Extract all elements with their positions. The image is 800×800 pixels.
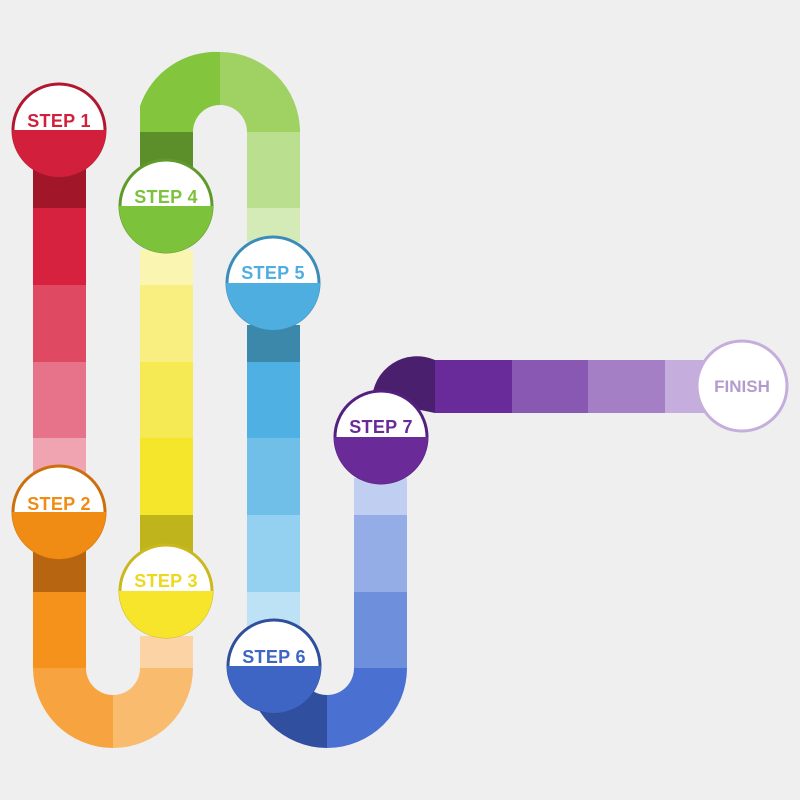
step-6-label: STEP 6 bbox=[242, 647, 306, 667]
step-1-label: STEP 1 bbox=[27, 111, 91, 131]
step-3-label: STEP 3 bbox=[134, 571, 198, 591]
step-3-badge: STEP 3 bbox=[118, 543, 214, 639]
step-5-badge: STEP 5 bbox=[225, 235, 321, 331]
path-yellow bbox=[140, 250, 193, 555]
path-segments bbox=[33, 51, 715, 748]
finish-label: FINISH bbox=[714, 377, 770, 396]
step-4-label: STEP 4 bbox=[134, 187, 198, 207]
path-purple bbox=[372, 356, 715, 413]
step-4-badge: STEP 4 bbox=[118, 158, 214, 254]
path-blue bbox=[247, 325, 300, 632]
step-2-label: STEP 2 bbox=[27, 494, 91, 514]
step-2-badge: STEP 2 bbox=[11, 464, 107, 560]
step-7-badge: STEP 7 bbox=[333, 389, 429, 485]
step-5-label: STEP 5 bbox=[241, 263, 305, 283]
step-6-badge: STEP 6 bbox=[226, 618, 322, 714]
step-1-badge: STEP 1 bbox=[11, 82, 107, 178]
path-green bbox=[140, 51, 300, 242]
finish-badge: FINISH bbox=[695, 339, 789, 433]
step-7-label: STEP 7 bbox=[349, 417, 413, 437]
path-red bbox=[33, 160, 86, 478]
